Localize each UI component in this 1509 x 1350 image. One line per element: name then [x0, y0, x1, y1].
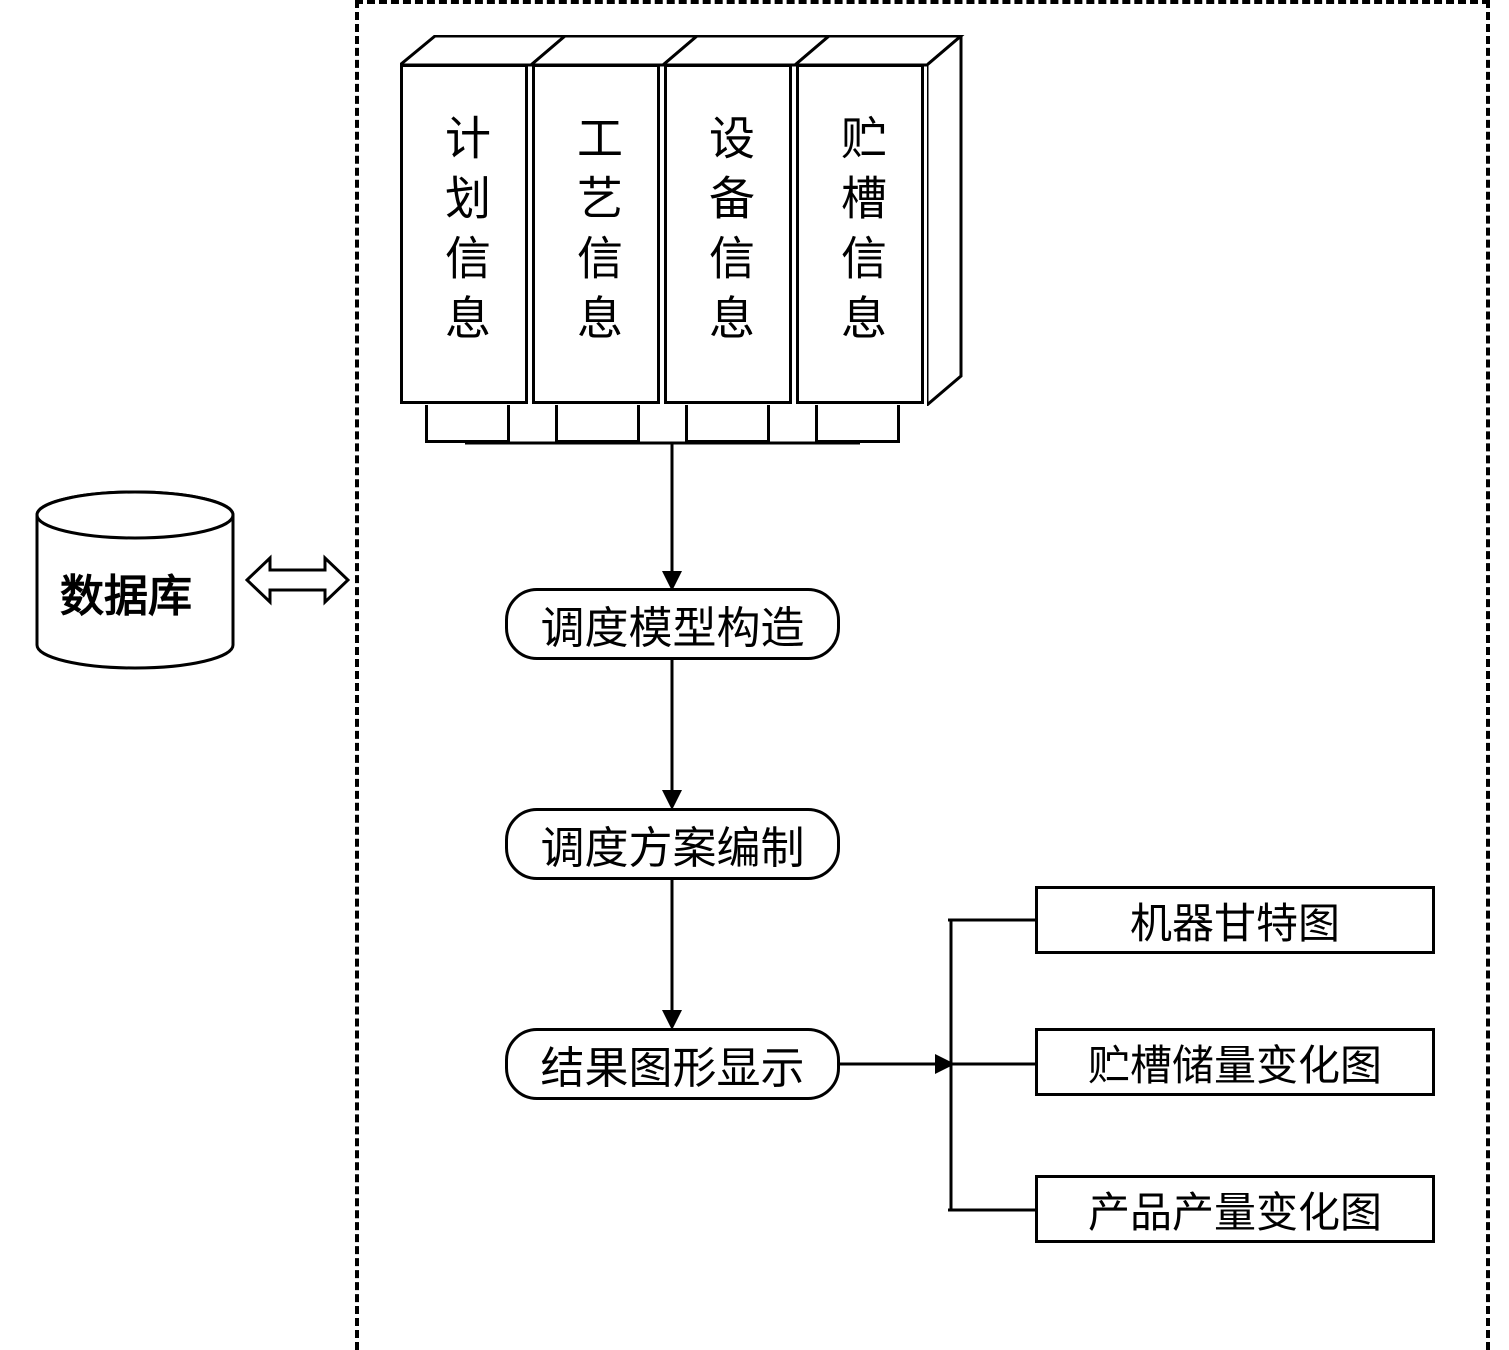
info-box-equipment: 设备信息 [664, 35, 794, 375]
connector-2 [555, 405, 640, 443]
step3-label: 结果图形显示 [541, 1032, 805, 1096]
connector-1 [425, 405, 510, 443]
output-tank-label: 贮槽储量变化图 [1088, 1032, 1382, 1093]
step1-label: 调度模型构造 [541, 592, 805, 656]
info-label-equipment: 设备信息 [695, 114, 761, 354]
output-tank-change: 贮槽储量变化图 [1035, 1028, 1435, 1096]
output-product-label: 产品产量变化图 [1088, 1179, 1382, 1240]
output-gantt-label: 机器甘特图 [1130, 890, 1340, 951]
info-box-process: 工艺信息 [532, 35, 662, 375]
bidirectional-arrow [245, 550, 350, 610]
connector-4 [815, 405, 900, 443]
output-product-change: 产品产量变化图 [1035, 1175, 1435, 1243]
database-label: 数据库 [60, 560, 192, 624]
step-scheme-compilation: 调度方案编制 [505, 808, 840, 880]
info-label-tank: 贮槽信息 [827, 114, 893, 354]
info-box-plan: 计划信息 [400, 35, 530, 375]
tick-2 [948, 1061, 1038, 1067]
arrow-to-step1 [658, 443, 686, 591]
step2-label: 调度方案编制 [541, 812, 805, 876]
arrow-to-step2 [658, 660, 686, 810]
tick-3 [948, 1207, 1038, 1213]
step-result-display: 结果图形显示 [505, 1028, 840, 1100]
output-gantt: 机器甘特图 [1035, 886, 1435, 954]
boxes-3d-side [927, 36, 967, 406]
arrow-to-outputs [840, 1050, 955, 1078]
connector-3 [685, 405, 770, 443]
info-box-tank: 贮槽信息 [796, 35, 926, 375]
step-model-construction: 调度模型构造 [505, 588, 840, 660]
arrow-to-step3 [658, 880, 686, 1030]
tick-1 [948, 917, 1038, 923]
info-label-plan: 计划信息 [431, 114, 497, 354]
info-label-process: 工艺信息 [563, 114, 629, 354]
